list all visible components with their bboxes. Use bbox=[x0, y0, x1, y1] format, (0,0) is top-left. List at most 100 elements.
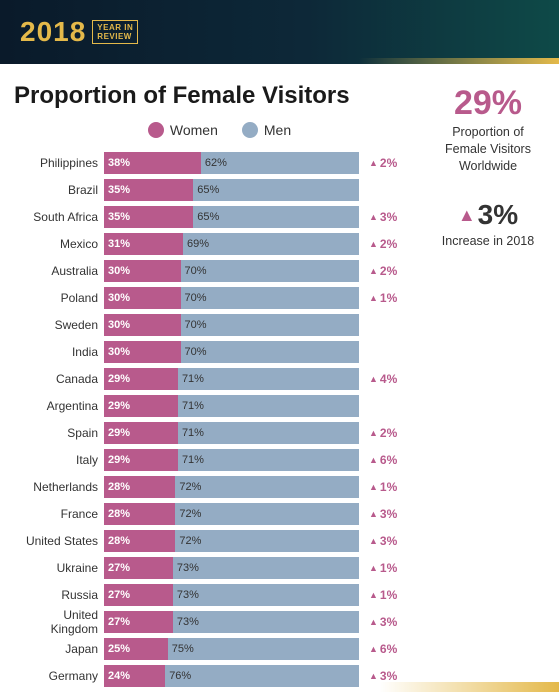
delta-value: ▲3% bbox=[359, 615, 407, 629]
bar-row: Ukraine27%73%▲1% bbox=[14, 557, 425, 579]
bar-women: 29% bbox=[104, 368, 178, 390]
bar-women: 38% bbox=[104, 152, 201, 174]
bar-wrap: 30%70% bbox=[104, 341, 359, 363]
bar-wrap: 30%70% bbox=[104, 314, 359, 336]
delta-value: ▲2% bbox=[359, 156, 407, 170]
bar-women: 30% bbox=[104, 287, 181, 309]
bar-wrap: 27%73% bbox=[104, 611, 359, 633]
bar-wrap: 27%73% bbox=[104, 584, 359, 606]
delta-value: ▲1% bbox=[359, 588, 407, 602]
bar-wrap: 29%71% bbox=[104, 368, 359, 390]
delta-value: ▲2% bbox=[359, 237, 407, 251]
bar-women: 28% bbox=[104, 503, 175, 525]
bar-row: Netherlands28%72%▲1% bbox=[14, 476, 425, 498]
bar-women: 24% bbox=[104, 665, 165, 687]
bar-men: 76% bbox=[165, 665, 359, 687]
chart-title: Proportion of Female Visitors bbox=[14, 82, 425, 110]
bar-row: Russia27%73%▲1% bbox=[14, 584, 425, 606]
bar-wrap: 27%73% bbox=[104, 557, 359, 579]
bar-women: 28% bbox=[104, 530, 175, 552]
bar-wrap: 29%71% bbox=[104, 422, 359, 444]
triangle-up-icon: ▲ bbox=[369, 671, 378, 681]
chart-panel: Proportion of Female Visitors Women Men … bbox=[14, 82, 425, 687]
bar-men: 62% bbox=[201, 152, 359, 174]
bar-men: 71% bbox=[178, 449, 359, 471]
men-swatch bbox=[242, 122, 258, 138]
triangle-up-icon: ▲ bbox=[369, 266, 378, 276]
bar-women: 29% bbox=[104, 395, 178, 417]
triangle-up-icon: ▲ bbox=[369, 563, 378, 573]
delta-value: ▲4% bbox=[359, 372, 407, 386]
legend: Women Men bbox=[14, 122, 425, 138]
bar-row: South Africa35%65%▲3% bbox=[14, 206, 425, 228]
country-label: Germany bbox=[14, 669, 104, 683]
bar-women: 28% bbox=[104, 476, 175, 498]
bar-row: Australia30%70%▲2% bbox=[14, 260, 425, 282]
headline-percent: 29% bbox=[431, 86, 545, 120]
delta-value: ▲1% bbox=[359, 480, 407, 494]
country-label: Australia bbox=[14, 264, 104, 278]
bar-men: 75% bbox=[168, 638, 359, 660]
headline-label: Proportion of Female Visitors Worldwide bbox=[431, 124, 545, 175]
bar-men: 73% bbox=[173, 557, 359, 579]
summary-panel: 29% Proportion of Female Visitors Worldw… bbox=[425, 82, 545, 687]
triangle-up-icon: ▲ bbox=[369, 428, 378, 438]
bar-wrap: 35%65% bbox=[104, 179, 359, 201]
delta-value: ▲1% bbox=[359, 291, 407, 305]
bar-row: United Kingdom27%73%▲3% bbox=[14, 611, 425, 633]
bar-women: 27% bbox=[104, 611, 173, 633]
bar-women: 27% bbox=[104, 557, 173, 579]
bar-men: 70% bbox=[181, 287, 360, 309]
country-label: Italy bbox=[14, 453, 104, 467]
legend-men: Men bbox=[242, 122, 291, 138]
triangle-up-icon: ▲ bbox=[369, 212, 378, 222]
bar-women: 30% bbox=[104, 260, 181, 282]
delta-value: ▲6% bbox=[359, 642, 407, 656]
bar-wrap: 38%62% bbox=[104, 152, 359, 174]
bar-row: India30%70% bbox=[14, 341, 425, 363]
header-year: 2018 bbox=[20, 16, 86, 48]
bar-wrap: 35%65% bbox=[104, 206, 359, 228]
bar-men: 71% bbox=[178, 368, 359, 390]
country-label: Ukraine bbox=[14, 561, 104, 575]
bar-row: Spain29%71%▲2% bbox=[14, 422, 425, 444]
bar-wrap: 30%70% bbox=[104, 287, 359, 309]
bar-row: Brazil35%65% bbox=[14, 179, 425, 201]
bar-men: 65% bbox=[193, 206, 359, 228]
country-label: Argentina bbox=[14, 399, 104, 413]
content-area: Proportion of Female Visitors Women Men … bbox=[0, 64, 559, 687]
country-label: United Kingdom bbox=[14, 608, 104, 636]
bar-row: Sweden30%70% bbox=[14, 314, 425, 336]
triangle-up-icon: ▲ bbox=[369, 455, 378, 465]
bar-men: 65% bbox=[193, 179, 359, 201]
bar-row: Poland30%70%▲1% bbox=[14, 287, 425, 309]
legend-women-label: Women bbox=[170, 122, 218, 138]
country-label: India bbox=[14, 345, 104, 359]
delta-value: ▲3% bbox=[359, 210, 407, 224]
bar-men: 70% bbox=[181, 260, 360, 282]
bar-men: 73% bbox=[173, 584, 359, 606]
triangle-up-icon: ▲ bbox=[369, 509, 378, 519]
women-swatch bbox=[148, 122, 164, 138]
year-in-review-badge: YEAR IN REVIEW bbox=[92, 20, 138, 44]
triangle-up-icon: ▲ bbox=[369, 158, 378, 168]
country-label: Spain bbox=[14, 426, 104, 440]
bar-women: 25% bbox=[104, 638, 168, 660]
bar-women: 27% bbox=[104, 584, 173, 606]
bar-wrap: 25%75% bbox=[104, 638, 359, 660]
bar-men: 72% bbox=[175, 503, 359, 525]
footer-accent bbox=[379, 682, 559, 692]
delta-value: ▲2% bbox=[359, 264, 407, 278]
country-label: Brazil bbox=[14, 183, 104, 197]
bar-row: Argentina29%71% bbox=[14, 395, 425, 417]
country-label: Japan bbox=[14, 642, 104, 656]
bar-women: 29% bbox=[104, 449, 178, 471]
bar-wrap: 29%71% bbox=[104, 449, 359, 471]
bar-men: 72% bbox=[175, 476, 359, 498]
bar-wrap: 29%71% bbox=[104, 395, 359, 417]
country-label: Poland bbox=[14, 291, 104, 305]
bar-row: Italy29%71%▲6% bbox=[14, 449, 425, 471]
header-banner: 2018 YEAR IN REVIEW bbox=[0, 0, 559, 64]
triangle-up-icon: ▲ bbox=[369, 644, 378, 654]
bar-men: 69% bbox=[183, 233, 359, 255]
